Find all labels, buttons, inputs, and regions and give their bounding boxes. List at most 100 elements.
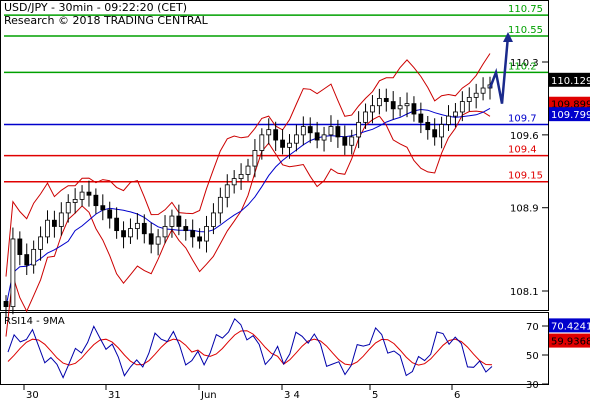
candle-body: [31, 248, 37, 266]
time-tick-label: 3 4: [284, 390, 300, 400]
level-label: 109.7: [508, 113, 537, 124]
rsi-value-tag-label: 59.9368: [551, 337, 590, 348]
candle-body: [439, 124, 445, 138]
rsi-tick-label: 30: [526, 380, 539, 391]
candle-body: [141, 222, 147, 235]
candle-body: [72, 198, 78, 203]
rsi-title: RSI14 - 9MA: [4, 316, 65, 327]
rsi-panel-frame: [0, 312, 549, 385]
forecast-arrow-head: [503, 31, 513, 42]
candle-body: [349, 136, 355, 146]
candle-body: [363, 111, 368, 123]
rsi-tick-label: 70: [526, 322, 539, 333]
candle-body: [114, 217, 120, 232]
candle-body: [100, 205, 106, 211]
candle-body: [86, 191, 92, 196]
candle-body: [480, 87, 486, 94]
candle-body: [24, 254, 30, 266]
candle-body: [432, 129, 438, 138]
candle-body: [328, 126, 334, 136]
candle-body: [280, 139, 285, 148]
moving-average-line: [5, 107, 491, 307]
rsi-value-tag-label: 70.4241: [551, 321, 590, 332]
level-label: 110.2: [508, 61, 537, 72]
candle-body: [17, 238, 23, 255]
candle-body: [252, 150, 258, 167]
candle-body: [245, 165, 251, 175]
candle-body: [397, 105, 403, 110]
candle-body: [383, 98, 389, 102]
candle-body: [459, 101, 465, 113]
level-label: 110.55: [508, 25, 543, 36]
candle-body: [238, 174, 244, 179]
price-tick-label: 108.1: [510, 287, 539, 298]
candle-body: [321, 134, 327, 141]
rsi-tick-label: 50: [526, 351, 539, 362]
candle-body: [134, 222, 140, 229]
candle-body: [453, 111, 458, 117]
candle-body: [148, 233, 154, 245]
candle-body: [259, 134, 265, 151]
price-value-tag: [549, 107, 590, 122]
candle-body: [390, 101, 396, 110]
time-tick-label: 5: [372, 390, 378, 400]
rsi-line: [7, 317, 493, 379]
candle-body: [197, 236, 203, 242]
candle-body: [335, 126, 341, 138]
candle-body: [293, 134, 299, 144]
price-tick-label: 109.6: [510, 131, 539, 142]
candle-body: [38, 236, 43, 250]
candle-body: [183, 226, 189, 232]
candle-body: [287, 142, 292, 148]
candle-body: [10, 238, 16, 308]
candle-body: [266, 129, 272, 136]
candle-body: [190, 230, 196, 238]
price-value-tag-label: 109.899: [551, 100, 590, 111]
candle-body: [300, 126, 306, 136]
candle-body: [176, 215, 182, 227]
candle-body: [162, 226, 168, 238]
rsi-value-tag: [549, 333, 590, 348]
price-panel-frame: [0, 0, 549, 311]
candle-body: [211, 212, 216, 227]
price-value-tag-label: 110.129: [551, 76, 590, 87]
candle-body: [58, 212, 64, 227]
candle-body: [314, 132, 320, 141]
candle-body: [466, 96, 472, 102]
level-label: 110.75: [508, 4, 543, 15]
time-tick-label: Jun: [200, 390, 217, 400]
candle-body: [52, 219, 57, 227]
candle-body: [128, 228, 133, 238]
candle-body: [65, 202, 71, 214]
candle-body: [404, 103, 410, 107]
time-tick-label: 30: [26, 390, 39, 400]
candle-body: [370, 105, 375, 113]
price-value-tag-label: 109.799: [551, 110, 590, 121]
price-value-tag: [549, 72, 590, 87]
candle-body: [376, 98, 382, 107]
candle-body: [356, 121, 362, 138]
candle-body: [45, 219, 50, 238]
chart-title: USD/JPY - 30min - 09:22:20 (CET): [4, 1, 188, 14]
bollinger-upper-band: [5, 53, 491, 277]
candle-body: [155, 236, 161, 245]
bollinger-lower-band: [5, 110, 491, 337]
time-tick-label: 31: [108, 390, 121, 400]
time-tick-label: 6: [454, 390, 460, 400]
level-label: 109.15: [508, 171, 543, 182]
candle-body: [121, 230, 126, 238]
candle-body: [231, 178, 237, 186]
candle-body: [446, 115, 451, 125]
candle-body: [273, 129, 279, 141]
candle-body: [307, 126, 313, 134]
level-label: 109.4: [508, 145, 537, 156]
candle-body: [107, 209, 113, 219]
candle-body: [204, 226, 209, 242]
rsi-value-tag: [549, 318, 590, 333]
candle-body: [217, 196, 223, 214]
candle-body: [169, 215, 175, 227]
candle-body: [473, 92, 479, 98]
price-tick-label: 108.9: [510, 204, 539, 215]
candle-body: [411, 103, 417, 115]
